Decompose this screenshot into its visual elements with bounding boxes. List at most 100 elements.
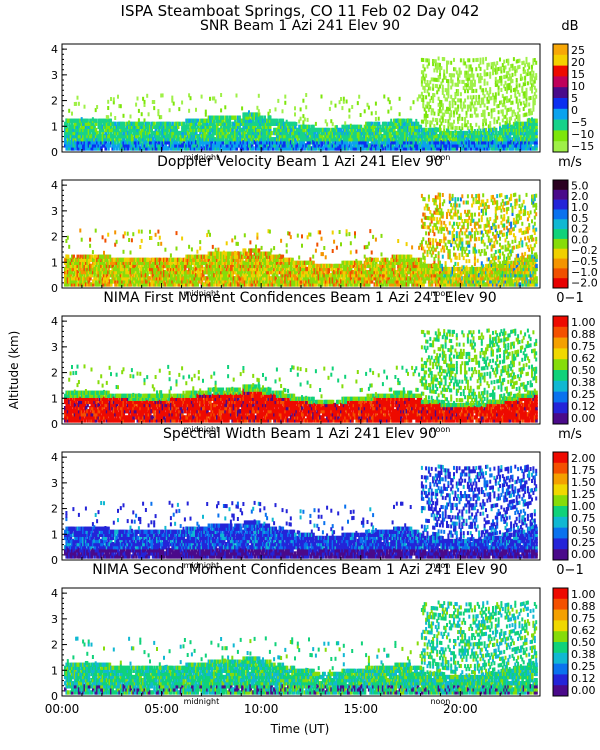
- heatmap-cell: [161, 143, 165, 148]
- heatmap-cell: [221, 137, 225, 142]
- heatmap-cell: [90, 140, 94, 145]
- heatmap-cell: [142, 146, 145, 151]
- heatmap-cell: [87, 146, 91, 151]
- heatmap-cell: [231, 124, 234, 129]
- heatmap-cell: [511, 100, 514, 105]
- heatmap-cell: [83, 143, 87, 148]
- heatmap-cell: [171, 95, 174, 100]
- heatmap-cell: [284, 94, 287, 99]
- heatmap-cell: [165, 140, 169, 145]
- heatmap-cell: [175, 121, 179, 126]
- heatmap-cell: [135, 146, 138, 151]
- heatmap-cell: [207, 146, 211, 151]
- heatmap-cell: [107, 118, 110, 123]
- heatmap-cell: [118, 130, 121, 136]
- heatmap-cell: [165, 121, 169, 126]
- heatmap-cell: [471, 67, 474, 72]
- heatmap-cell: [229, 130, 233, 136]
- heatmap-cell: [114, 127, 117, 133]
- heatmap-cell: [370, 111, 373, 116]
- heatmap-cell: [330, 100, 333, 105]
- heatmap-cell: [189, 96, 192, 101]
- heatmap-cell: [135, 140, 138, 145]
- heatmap-cell: [185, 124, 188, 129]
- heatmap-cell: [133, 143, 137, 148]
- heatmap-cell: [169, 143, 173, 148]
- heatmap-cell: [142, 137, 145, 142]
- heatmap-cell: [224, 124, 227, 129]
- heatmap-cell: [149, 137, 152, 142]
- heatmap-cell: [216, 118, 219, 123]
- heatmap-cell: [151, 124, 155, 129]
- panels: SNR Beam 1 Azi 241 Elev 90 dB01234midnigh…: [51, 18, 598, 706]
- heatmap-cell: [216, 146, 219, 151]
- heatmap-cell: [478, 94, 481, 99]
- heatmap-cell: [140, 130, 144, 136]
- heatmap-cell: [483, 103, 486, 108]
- heatmap-cell: [100, 137, 103, 142]
- heatmap-cell: [90, 143, 94, 148]
- heatmap-cell: [529, 96, 532, 100]
- heatmap-cell: [132, 140, 135, 145]
- heatmap-cell: [193, 118, 197, 123]
- heatmap-cell: [68, 134, 71, 139]
- heatmap-cell: [76, 140, 80, 145]
- heatmap-cell: [425, 73, 428, 78]
- heatmap-cell: [154, 140, 158, 145]
- heatmap-cell: [479, 57, 482, 62]
- heatmap-cell: [82, 130, 85, 136]
- heatmap-cell: [459, 70, 462, 75]
- y-axis-label: Altitude (km): [7, 331, 21, 410]
- heatmap-cell: [224, 143, 227, 148]
- heatmap-cell: [232, 115, 236, 120]
- heatmap-cell: [486, 72, 489, 77]
- panel-2: Doppler Velocity Beam 1 Azi 241 Elev 90 m…: [51, 154, 598, 298]
- heatmap-cell: [174, 134, 177, 139]
- heatmap-cell: [383, 94, 386, 99]
- heatmap-cell: [206, 143, 209, 148]
- colorbar-segment: [553, 87, 568, 99]
- heatmap-cell: [157, 146, 160, 151]
- heatmap-cell: [471, 113, 474, 118]
- heatmap-cell: [440, 66, 443, 71]
- heatmap-cell: [151, 100, 154, 104]
- heatmap-cell: [107, 140, 110, 145]
- heatmap-cell: [68, 108, 71, 113]
- heatmap-cell: [164, 146, 167, 151]
- heatmap-cell: [130, 137, 134, 142]
- heatmap-cell: [483, 94, 486, 99]
- heatmap-cell: [189, 127, 193, 133]
- panel-title: SNR Beam 1 Azi 241 Elev 90: [200, 18, 400, 34]
- heatmap-cell: [66, 140, 70, 145]
- colorbar-segment: [553, 54, 568, 66]
- heatmap-cell: [117, 124, 120, 129]
- heatmap-cell: [163, 137, 166, 142]
- heatmap-cell: [195, 134, 198, 139]
- heatmap-cell: [93, 118, 96, 123]
- heatmap-cell: [136, 140, 140, 145]
- heatmap-cell: [94, 137, 98, 142]
- heatmap-cell: [218, 134, 222, 139]
- heatmap-cell: [103, 140, 106, 145]
- heatmap-cell: [82, 121, 85, 126]
- heatmap-cell: [236, 140, 240, 145]
- heatmap-cell: [234, 118, 237, 123]
- heatmap-cell: [175, 146, 179, 151]
- heatmap-cell: [209, 115, 212, 120]
- heatmap-cell: [211, 137, 215, 142]
- heatmap-cell: [161, 137, 165, 142]
- heatmap-cell: [87, 127, 91, 133]
- heatmap-cell: [76, 130, 80, 136]
- heatmap-cell: [153, 106, 156, 111]
- heatmap-cell: [161, 121, 165, 126]
- heatmap-cell: [181, 134, 184, 139]
- heatmap-cell: [91, 250, 94, 255]
- heatmap-cell: [216, 143, 219, 148]
- heatmap-cell: [374, 110, 377, 115]
- heatmap-cell: [115, 130, 119, 136]
- heatmap-cell: [147, 127, 151, 133]
- heatmap-cell: [80, 134, 84, 139]
- heatmap-cell: [239, 121, 243, 126]
- heatmap-cell: [167, 124, 170, 129]
- heatmap-cell: [164, 130, 167, 136]
